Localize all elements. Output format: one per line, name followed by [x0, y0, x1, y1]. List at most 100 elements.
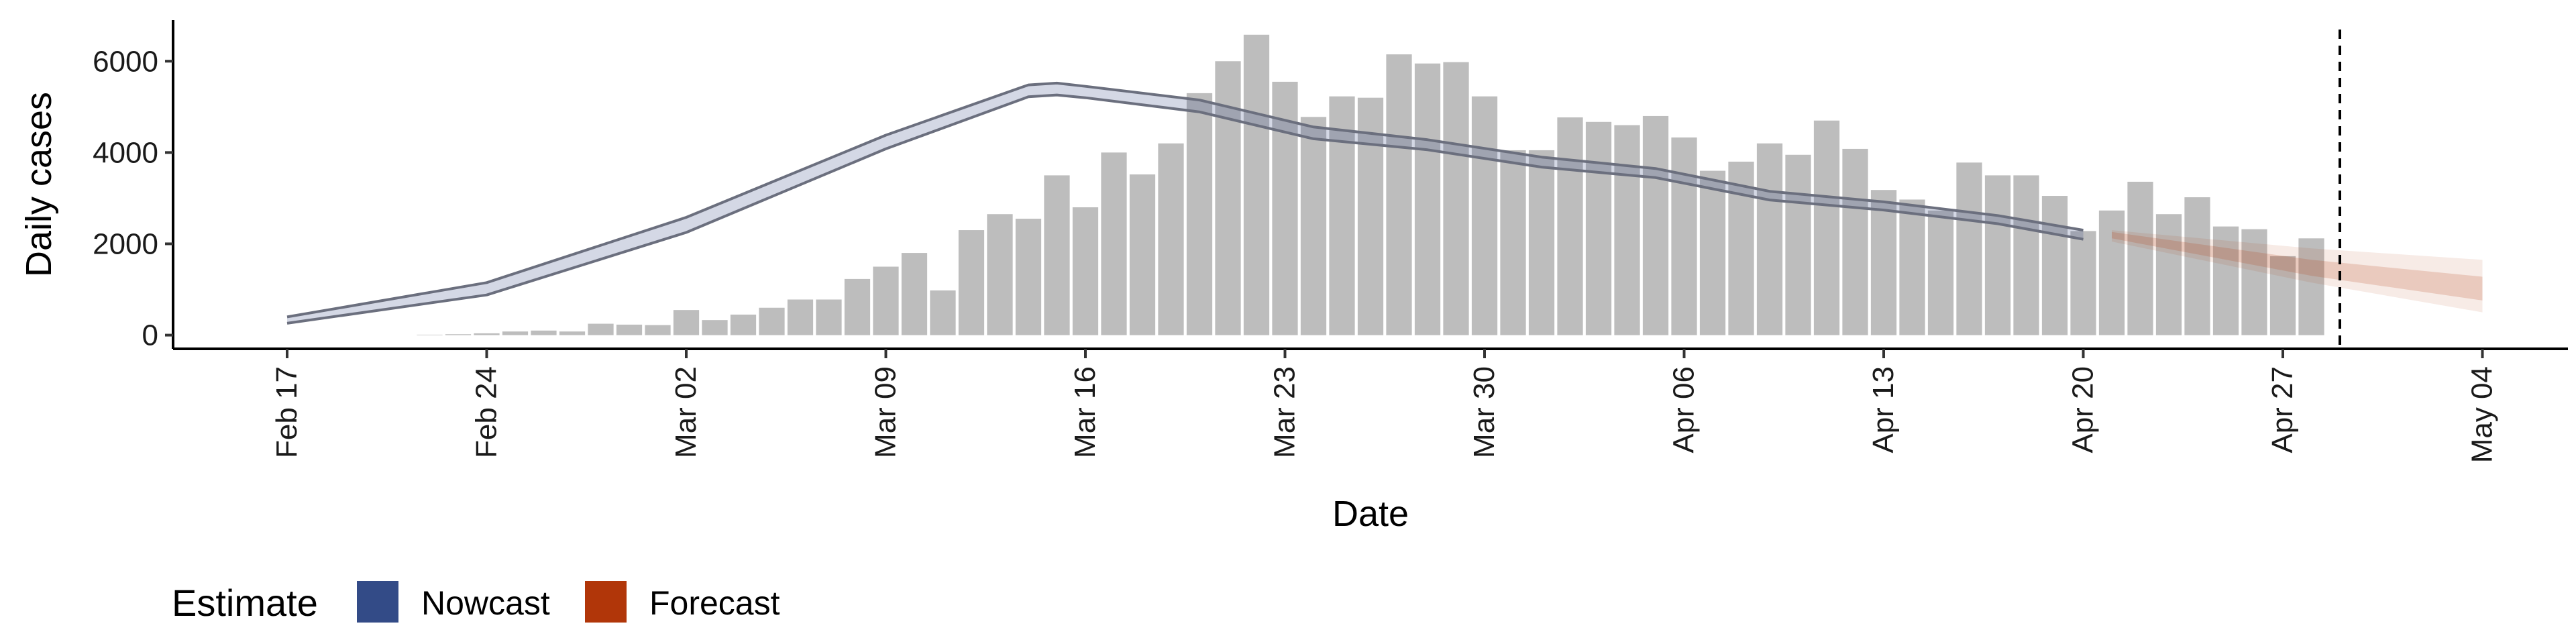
- forecast-band-group: [2112, 230, 2483, 313]
- legend-label-nowcast: Nowcast: [421, 584, 550, 622]
- case-bar: [1129, 174, 1156, 335]
- x-tick-label: Apr 13: [1867, 366, 1900, 453]
- case-bar: [730, 314, 757, 335]
- case-bar: [1585, 121, 1612, 335]
- case-bar: [958, 230, 985, 335]
- case-bar: [474, 333, 500, 335]
- case-bar: [2298, 238, 2324, 335]
- y-tick-label: 0: [142, 319, 158, 352]
- case-bar: [559, 331, 586, 335]
- nowcast-band-group: [286, 81, 2084, 325]
- case-bar: [1015, 219, 1042, 335]
- case-bar: [759, 307, 785, 335]
- case-bar: [1500, 150, 1526, 335]
- legend-key-nowcast: [357, 581, 398, 623]
- case-bar: [844, 278, 871, 335]
- case-bar: [1272, 81, 1298, 335]
- x-tick-label: May 04: [2466, 366, 2499, 463]
- forecast-inner-band: [2112, 231, 2483, 301]
- case-bar: [1186, 93, 1213, 335]
- case-bar: [1243, 34, 1270, 335]
- case-bar: [1072, 207, 1099, 335]
- case-bar: [873, 266, 899, 335]
- x-tick-label: Feb 17: [270, 366, 303, 458]
- case-bar: [531, 330, 557, 335]
- x-tick-label: Mar 09: [869, 366, 902, 458]
- case-bar: [1300, 117, 1327, 335]
- case-bar: [1329, 96, 1355, 335]
- case-bar: [1557, 117, 1583, 335]
- case-bar: [1357, 97, 1384, 335]
- case-bar: [702, 320, 728, 335]
- case-bar: [2184, 197, 2210, 335]
- case-bar: [1984, 175, 2011, 335]
- legend-key-forecast: [585, 581, 627, 623]
- case-bar: [1699, 170, 1726, 335]
- legend-title: Estimate: [172, 582, 318, 624]
- x-tick-label: Mar 30: [1468, 366, 1501, 458]
- case-bar: [616, 324, 643, 335]
- case-bar: [2155, 214, 2182, 335]
- x-axis-title: Date: [1332, 494, 1409, 534]
- nowcast-upper-line: [286, 81, 2084, 319]
- case-bar: [673, 310, 700, 335]
- x-tick-label: Apr 27: [2266, 366, 2299, 453]
- case-bar: [1386, 54, 1412, 335]
- case-bar: [1956, 162, 1982, 335]
- x-axis-ticks: Feb 17 Feb 24 Mar 02 Mar 09 Mar 16 Mar 23 Mar …: [270, 349, 2499, 463]
- case-bar: [1642, 115, 1669, 335]
- x-tick-label: Feb 24: [470, 366, 503, 458]
- case-bar: [816, 299, 842, 335]
- legend-label-forecast: Forecast: [649, 584, 780, 622]
- case-bar: [1756, 143, 1783, 335]
- case-bar: [1101, 152, 1127, 335]
- case-bar: [2070, 231, 2096, 335]
- case-bar: [1158, 143, 1184, 335]
- bars-group: [417, 34, 2324, 335]
- case-bar: [1785, 154, 1811, 335]
- x-tick-label: Apr 20: [2067, 366, 2100, 453]
- legend: Estimate Nowcast Forecast: [172, 581, 780, 624]
- case-bar: [1215, 61, 1241, 335]
- case-bar: [930, 290, 956, 335]
- y-axis-ticks: 0 2000 4000 6000: [93, 45, 173, 352]
- case-bar: [2041, 196, 2068, 335]
- case-bar: [1528, 150, 1555, 335]
- nowcast-lower-line: [286, 93, 2084, 325]
- case-bar: [445, 334, 472, 335]
- case-bar: [1671, 137, 1697, 335]
- case-bar: [2269, 256, 2296, 335]
- case-bar: [987, 214, 1013, 335]
- case-bar: [2212, 226, 2239, 335]
- case-bar: [1899, 199, 1925, 335]
- case-bar: [901, 253, 928, 335]
- case-bar: [1728, 161, 1754, 335]
- case-bar: [645, 325, 671, 335]
- forecast-outer-band: [2112, 230, 2483, 313]
- x-tick-label: Mar 23: [1269, 366, 1301, 458]
- case-bar: [1927, 210, 1954, 335]
- x-tick-label: Apr 06: [1668, 366, 1701, 453]
- case-bar: [2241, 229, 2267, 335]
- case-bar: [2098, 210, 2125, 335]
- case-bar: [2013, 175, 2039, 335]
- case-bar: [1870, 190, 1897, 335]
- y-axis-title: Daily cases: [19, 92, 59, 277]
- x-tick-label: Mar 02: [669, 366, 702, 458]
- case-bar: [787, 299, 814, 335]
- case-bar: [2127, 181, 2153, 335]
- case-bar: [1471, 96, 1498, 335]
- case-bar: [588, 323, 614, 335]
- y-tick-label: 6000: [93, 45, 158, 78]
- y-tick-label: 2000: [93, 227, 158, 260]
- case-bar: [1044, 175, 1070, 335]
- case-bar: [1414, 63, 1441, 335]
- case-bar: [1443, 62, 1469, 335]
- y-tick-label: 4000: [93, 136, 158, 169]
- case-bar: [1842, 148, 1868, 335]
- case-bar: [1614, 125, 1640, 335]
- case-bar: [1813, 120, 1840, 335]
- x-tick-label: Mar 16: [1069, 366, 1102, 458]
- case-bar: [502, 331, 529, 335]
